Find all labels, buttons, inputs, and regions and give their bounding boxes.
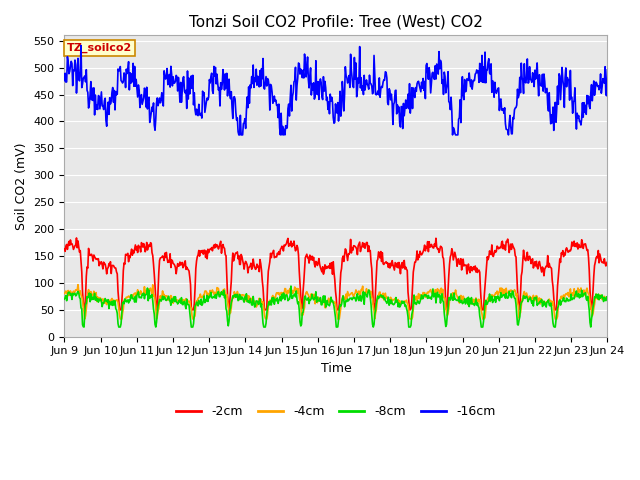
X-axis label: Time: Time [321, 362, 351, 375]
Y-axis label: Soil CO2 (mV): Soil CO2 (mV) [15, 142, 28, 230]
Title: Tonzi Soil CO2 Profile: Tree (West) CO2: Tonzi Soil CO2 Profile: Tree (West) CO2 [189, 15, 483, 30]
Text: TZ_soilco2: TZ_soilco2 [67, 43, 132, 53]
Legend: -2cm, -4cm, -8cm, -16cm: -2cm, -4cm, -8cm, -16cm [172, 400, 500, 423]
